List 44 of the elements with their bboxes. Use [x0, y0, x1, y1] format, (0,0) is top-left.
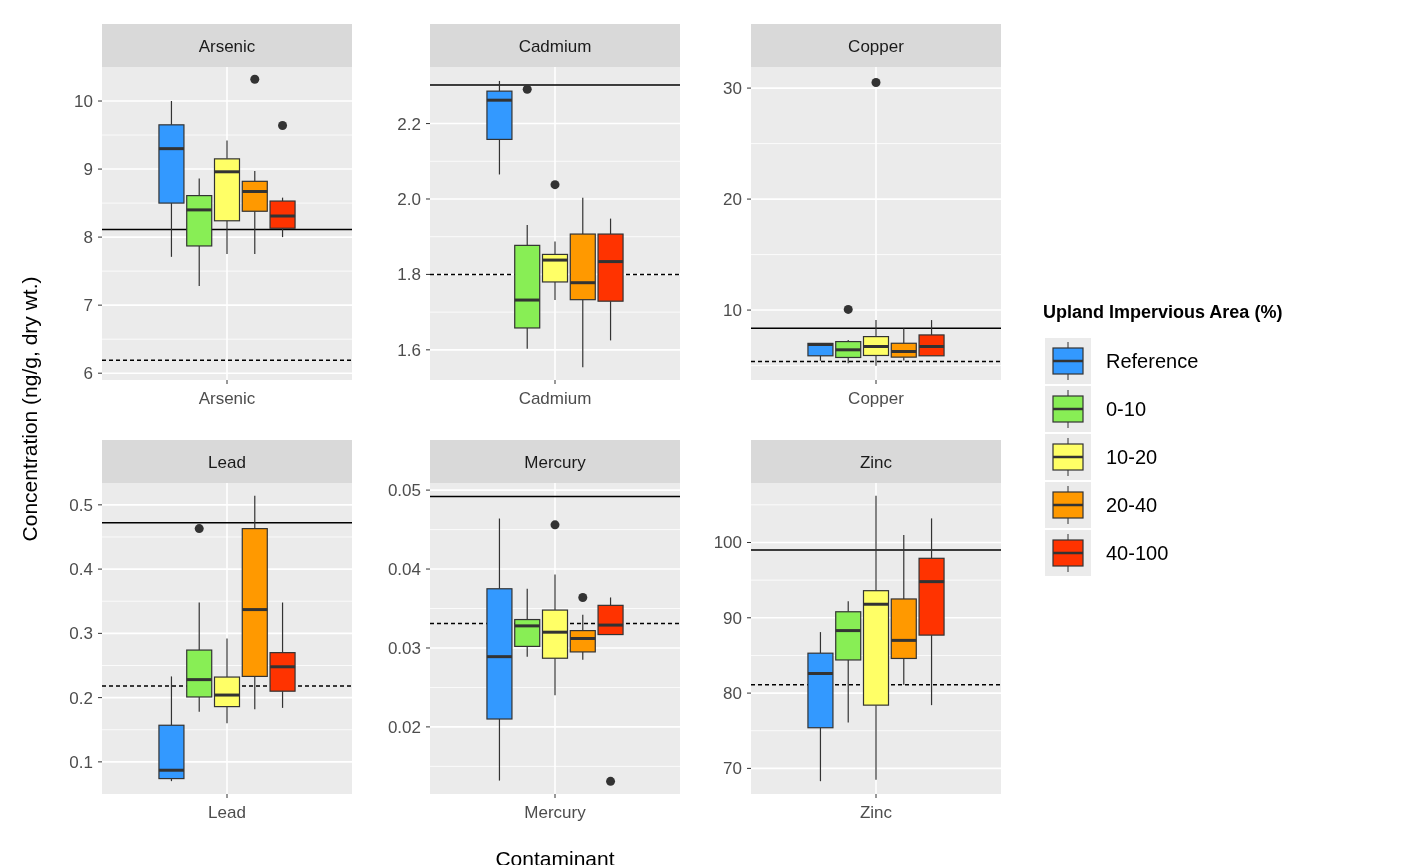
y-tick-label: 0.2 [69, 688, 93, 708]
legend-label: 40-100 [1106, 542, 1169, 564]
y-tick-label: 2.2 [397, 114, 421, 134]
legend-label: 0-10 [1106, 398, 1147, 420]
y-tick-label: 0.1 [69, 752, 93, 772]
x-tick-label: Copper [848, 389, 905, 408]
y-tick-label: 6 [83, 364, 93, 384]
y-tick-label: 90 [723, 608, 742, 628]
y-tick-label: 0.02 [387, 717, 421, 737]
legend-title: Upland Impervious Area (%) [1043, 302, 1283, 322]
x-tick-label: Arsenic [198, 389, 256, 408]
chart-title: Cadmium [518, 36, 592, 56]
chart-title: Lead [208, 452, 246, 472]
y-tick-label: 7 [83, 296, 93, 316]
x-tick-label: Mercury [524, 803, 587, 822]
y-tick-label: 2.0 [397, 189, 421, 209]
y-tick-label: 20 [723, 190, 742, 210]
y-tick-label: 10 [723, 301, 742, 321]
legend-label: Reference [1106, 350, 1199, 372]
y-tick-label: 1.6 [397, 340, 421, 360]
y-tick-label: 0.03 [387, 638, 421, 658]
x-tick-label: Lead [208, 803, 246, 822]
y-tick-label: 10 [74, 92, 93, 112]
x-tick-label: Zinc [859, 803, 893, 822]
y-tick-label: 0.04 [387, 560, 421, 580]
y-tick-label: 100 [713, 533, 742, 553]
y-tick-label: 0.05 [387, 481, 421, 501]
y-axis-title: Concentration (ng/g, dry wt.) [18, 276, 41, 542]
y-tick-label: 70 [723, 759, 742, 779]
chart-title: Mercury [524, 452, 587, 472]
y-tick-label: 0.4 [69, 560, 93, 580]
y-tick-label: 30 [723, 79, 742, 99]
chart-title: Zinc [859, 452, 893, 472]
y-tick-label: 1.8 [397, 265, 421, 285]
chart-title: Arsenic [198, 36, 256, 56]
y-tick-label: 0.5 [69, 495, 93, 515]
legend-label: 10-20 [1106, 446, 1158, 468]
chart-title: Copper [848, 36, 905, 56]
y-tick-label: 80 [723, 684, 742, 704]
legend-label: 20-40 [1106, 494, 1158, 516]
y-tick-label: 9 [83, 160, 93, 180]
x-tick-label: Cadmium [518, 389, 592, 408]
y-tick-label: 8 [83, 228, 93, 248]
y-tick-label: 0.3 [69, 624, 93, 644]
